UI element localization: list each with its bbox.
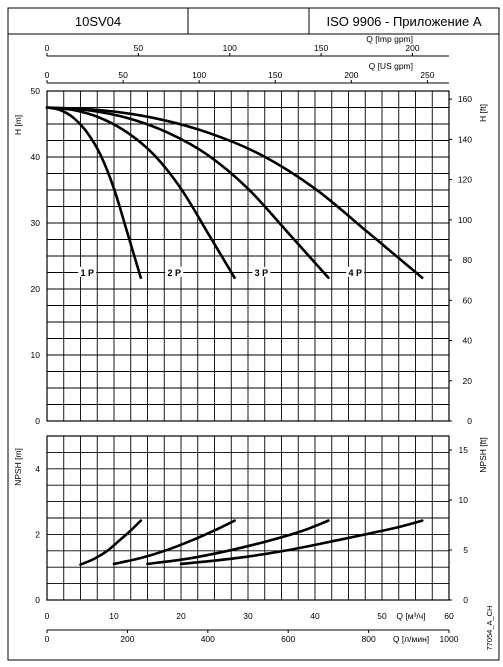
drawing-code: 77054_A_CH	[485, 605, 494, 650]
bottom-tick-label: 20	[176, 611, 186, 621]
head-curve-2p	[45, 106, 236, 280]
y-tick-label: 2	[35, 529, 40, 539]
y-ft-tick-label: 15	[459, 445, 469, 455]
y-axis-label-npsh: NPSH [m]	[13, 448, 23, 486]
bottom-tick-label: 10	[109, 611, 119, 621]
bottom-tick-label: 40	[310, 611, 320, 621]
top-tick-label: 150	[314, 43, 328, 53]
curve-label-bg	[346, 266, 365, 277]
head-curve-1p	[45, 106, 143, 280]
standard-label: ISO 9906 - Приложение A	[326, 13, 482, 29]
y-tick-label: 10	[31, 350, 41, 360]
y-ft-tick-label: 60	[463, 295, 473, 305]
top-tick-label: 0	[45, 43, 50, 53]
y-ft-tick-label: 140	[458, 134, 472, 144]
bottom-tick-label: 800	[362, 634, 376, 644]
top-tick-label: 200	[405, 43, 419, 53]
bottom-axis-label: Q [л/мин]	[393, 634, 429, 644]
npsh-curve-3p	[146, 519, 330, 566]
y-axis-label-head: H [m]	[13, 115, 23, 135]
curve-label-3p: 3 P	[255, 268, 269, 278]
y-axis-label-npsh-ft: NPSH [ft]	[478, 437, 488, 472]
top-tick-label: 150	[268, 70, 282, 80]
y-tick-label: 20	[31, 284, 41, 294]
y-ft-tick-label: 0	[467, 416, 472, 426]
y-axis-label-head-ft: H [ft]	[478, 104, 488, 122]
y-tick-label: 0	[35, 595, 40, 605]
top-axis-label: Q [Imp gpm]	[366, 34, 413, 44]
bottom-tick-label: 1000	[440, 634, 459, 644]
y-ft-tick-label: 80	[463, 255, 473, 265]
model-name: 10SV04	[74, 13, 122, 29]
y-ft-tick-label: 10	[459, 495, 469, 505]
bottom-tick-label: 600	[281, 634, 295, 644]
curve-label-4p: 4 P	[348, 268, 362, 278]
y-ft-tick-label: 0	[463, 595, 468, 605]
y-tick-label: 4	[35, 464, 40, 474]
curve-label-bg	[78, 266, 97, 277]
y-ft-tick-label: 100	[458, 215, 472, 225]
bottom-tick-label: 0	[45, 611, 50, 621]
chart-frame	[7, 7, 500, 661]
curve-label-2p: 2 P	[168, 268, 182, 278]
y-tick-label: 0	[35, 416, 40, 426]
y-ft-tick-label: 120	[458, 175, 472, 185]
curve-label-bg	[252, 266, 271, 277]
y-ft-tick-label: 5	[463, 545, 468, 555]
curve-label-1p: 1 P	[80, 268, 94, 278]
grid-lines	[46, 90, 450, 601]
curve-label-bg	[165, 266, 184, 277]
curves	[45, 106, 424, 566]
bottom-tick-label: 0	[45, 634, 50, 644]
bottom-tick-label: 50	[377, 611, 387, 621]
y-tick-label: 50	[31, 86, 41, 96]
y-ft-tick-label: 40	[463, 336, 473, 346]
top-tick-label: 200	[344, 70, 358, 80]
y-ft-tick-label: 20	[463, 376, 473, 386]
y-tick-label: 40	[31, 152, 41, 162]
npsh-curve-1p	[79, 519, 143, 566]
head-curve-3p	[45, 106, 330, 280]
top-tick-label: 50	[118, 70, 128, 80]
top-axis-label: Q [US gpm]	[369, 61, 413, 71]
bottom-tick-label: 200	[120, 634, 134, 644]
bottom-axis-label: Q [м³/ч]	[396, 611, 425, 621]
top-tick-label: 100	[192, 70, 206, 80]
head-curve-4p	[45, 106, 424, 280]
npsh-curve-4p	[179, 519, 424, 566]
top-tick-label: 250	[420, 70, 434, 80]
npsh-curve-2p	[112, 519, 236, 566]
y-ft-tick-label: 160	[458, 94, 472, 104]
y-tick-label: 30	[31, 218, 41, 228]
top-tick-label: 100	[223, 43, 237, 53]
top-tick-label: 50	[134, 43, 144, 53]
axis-labels: Q [Imp gpm] Q [US gpm] Q [м³/ч] Q [л/мин] H …	[13, 34, 494, 651]
outer-border	[7, 7, 500, 661]
bottom-tick-label: 30	[243, 611, 253, 621]
bottom-tick-label: 400	[201, 634, 215, 644]
top-tick-label: 0	[45, 70, 50, 80]
bottom-tick-label: 60	[444, 611, 454, 621]
